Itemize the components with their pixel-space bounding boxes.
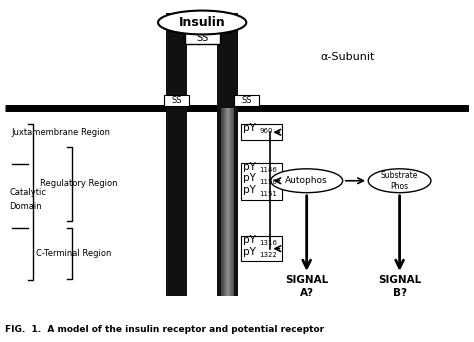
- Text: Insulin: Insulin: [179, 16, 226, 29]
- Text: α-Subunit: α-Subunit: [320, 52, 375, 63]
- Text: pY: pY: [243, 235, 255, 245]
- Ellipse shape: [158, 11, 246, 35]
- Bar: [237, 108, 238, 296]
- Ellipse shape: [271, 169, 343, 193]
- Text: pY: pY: [243, 162, 255, 172]
- Bar: [218, 108, 219, 296]
- Bar: [236, 108, 237, 296]
- Bar: [217, 108, 218, 296]
- Bar: [235, 108, 238, 296]
- Text: A?: A?: [300, 288, 314, 298]
- Bar: [225, 108, 226, 296]
- Bar: [217, 13, 238, 109]
- Bar: [232, 108, 233, 296]
- Text: Juxtamembrane Region: Juxtamembrane Region: [12, 128, 111, 137]
- Text: pY: pY: [243, 247, 255, 257]
- Bar: [166, 13, 187, 109]
- Bar: [230, 108, 231, 296]
- Text: SIGNAL: SIGNAL: [285, 275, 328, 285]
- Bar: [223, 108, 224, 296]
- Bar: [217, 108, 221, 296]
- Text: SS: SS: [241, 96, 252, 105]
- Bar: [224, 108, 225, 296]
- Text: Regulatory Region: Regulatory Region: [39, 180, 117, 188]
- Bar: [227, 108, 228, 296]
- Text: 1150: 1150: [260, 179, 277, 185]
- Bar: [219, 108, 220, 296]
- Bar: [166, 108, 187, 296]
- Bar: [241, 163, 283, 200]
- Text: Domain: Domain: [9, 202, 42, 211]
- Text: FIG.  1.  A model of the insulin receptor and potential receptor: FIG. 1. A model of the insulin receptor …: [5, 325, 324, 334]
- Text: pY: pY: [243, 173, 255, 183]
- Text: 1151: 1151: [260, 191, 277, 197]
- Bar: [233, 108, 234, 296]
- Text: 1146: 1146: [260, 167, 277, 173]
- Bar: [221, 108, 222, 296]
- Bar: [222, 108, 223, 296]
- Bar: [185, 32, 219, 44]
- Text: SS: SS: [172, 96, 182, 105]
- Bar: [234, 95, 259, 106]
- Bar: [228, 108, 229, 296]
- Text: 1322: 1322: [260, 252, 277, 258]
- Text: Autophos: Autophos: [285, 176, 328, 185]
- Bar: [231, 108, 232, 296]
- Bar: [226, 108, 227, 296]
- Text: pY: pY: [243, 123, 255, 133]
- Text: SIGNAL: SIGNAL: [378, 275, 421, 285]
- Bar: [235, 108, 236, 296]
- Bar: [220, 108, 221, 296]
- Ellipse shape: [368, 169, 431, 193]
- Bar: [234, 108, 235, 296]
- Text: Substrate
Phos: Substrate Phos: [381, 171, 418, 191]
- Bar: [229, 108, 230, 296]
- Text: pY: pY: [243, 185, 255, 196]
- Text: C-Terminal Region: C-Terminal Region: [36, 249, 112, 258]
- Text: 1316: 1316: [260, 240, 278, 246]
- Text: SS: SS: [196, 34, 208, 43]
- Bar: [164, 95, 190, 106]
- Bar: [241, 236, 283, 261]
- Text: B?: B?: [392, 288, 407, 298]
- Bar: [241, 124, 283, 140]
- Text: 960: 960: [260, 128, 273, 134]
- Text: Catalytic: Catalytic: [9, 188, 46, 197]
